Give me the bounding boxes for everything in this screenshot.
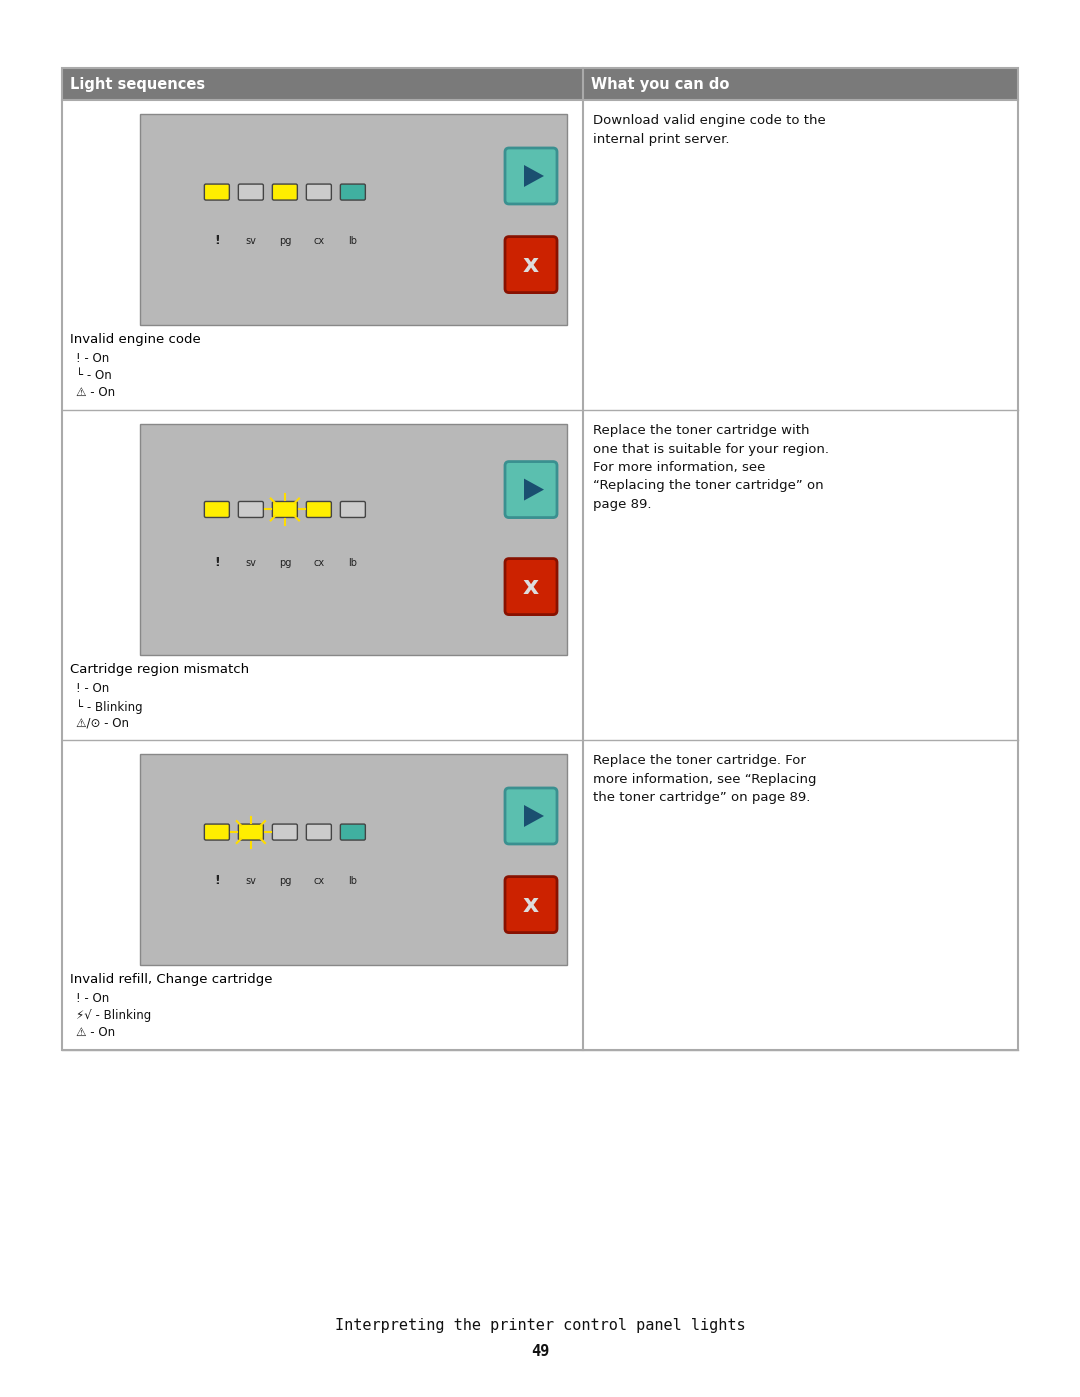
FancyBboxPatch shape	[505, 559, 557, 615]
Text: ⚠ - On: ⚠ - On	[76, 1025, 116, 1039]
Text: x: x	[523, 574, 539, 598]
Text: └ - On: └ - On	[76, 369, 111, 381]
Text: Download valid engine code to the
internal print server.: Download valid engine code to the intern…	[593, 115, 826, 145]
FancyBboxPatch shape	[239, 502, 264, 517]
Text: Replace the toner cartridge with
one that is suitable for your region.
For more : Replace the toner cartridge with one tha…	[593, 425, 829, 511]
Polygon shape	[524, 479, 544, 500]
Text: lb: lb	[349, 236, 357, 246]
FancyBboxPatch shape	[204, 502, 229, 517]
Text: lb: lb	[349, 876, 357, 886]
FancyBboxPatch shape	[307, 184, 332, 200]
FancyBboxPatch shape	[239, 824, 264, 840]
Polygon shape	[524, 165, 544, 187]
Text: ⚠/⊙ - On: ⚠/⊙ - On	[76, 717, 129, 729]
FancyBboxPatch shape	[307, 824, 332, 840]
Text: ! - On: ! - On	[76, 992, 109, 1004]
Text: !: !	[214, 875, 219, 887]
Text: cx: cx	[313, 557, 324, 567]
FancyBboxPatch shape	[272, 824, 297, 840]
Text: Interpreting the printer control panel lights: Interpreting the printer control panel l…	[335, 1317, 745, 1333]
Text: pg: pg	[279, 557, 291, 567]
Polygon shape	[524, 805, 544, 827]
Polygon shape	[140, 425, 567, 655]
FancyBboxPatch shape	[272, 502, 297, 517]
FancyBboxPatch shape	[272, 184, 297, 200]
Text: pg: pg	[279, 236, 291, 246]
FancyBboxPatch shape	[307, 502, 332, 517]
Text: !: !	[214, 556, 219, 569]
Text: sv: sv	[245, 236, 256, 246]
FancyBboxPatch shape	[505, 876, 557, 933]
FancyBboxPatch shape	[505, 788, 557, 844]
Text: Cartridge region mismatch: Cartridge region mismatch	[70, 664, 249, 676]
Text: cx: cx	[313, 876, 324, 886]
Text: 49: 49	[531, 1344, 549, 1359]
Text: Invalid engine code: Invalid engine code	[70, 332, 201, 346]
Text: pg: pg	[279, 876, 291, 886]
Text: Replace the toner cartridge. For
more information, see “Replacing
the toner cart: Replace the toner cartridge. For more in…	[593, 754, 816, 805]
Text: sv: sv	[245, 557, 256, 567]
FancyBboxPatch shape	[204, 824, 229, 840]
FancyBboxPatch shape	[505, 461, 557, 517]
Text: !: !	[214, 235, 219, 247]
Text: ! - On: ! - On	[76, 352, 109, 365]
FancyBboxPatch shape	[340, 824, 365, 840]
Text: lb: lb	[349, 557, 357, 567]
Polygon shape	[62, 68, 1018, 101]
FancyBboxPatch shape	[340, 502, 365, 517]
FancyBboxPatch shape	[505, 236, 557, 292]
Text: cx: cx	[313, 236, 324, 246]
FancyBboxPatch shape	[239, 184, 264, 200]
Polygon shape	[140, 115, 567, 326]
Text: x: x	[523, 893, 539, 916]
Text: ⚠ - On: ⚠ - On	[76, 386, 116, 400]
FancyBboxPatch shape	[505, 148, 557, 204]
Polygon shape	[140, 754, 567, 965]
Text: ⚡√ - Blinking: ⚡√ - Blinking	[76, 1009, 151, 1023]
FancyBboxPatch shape	[340, 184, 365, 200]
Text: Invalid refill, Change cartridge: Invalid refill, Change cartridge	[70, 972, 272, 986]
Text: Light sequences: Light sequences	[70, 77, 205, 91]
FancyBboxPatch shape	[204, 184, 229, 200]
Text: x: x	[523, 253, 539, 277]
Text: sv: sv	[245, 876, 256, 886]
Text: ! - On: ! - On	[76, 682, 109, 694]
Text: What you can do: What you can do	[591, 77, 729, 91]
Text: └ - Blinking: └ - Blinking	[76, 698, 143, 714]
